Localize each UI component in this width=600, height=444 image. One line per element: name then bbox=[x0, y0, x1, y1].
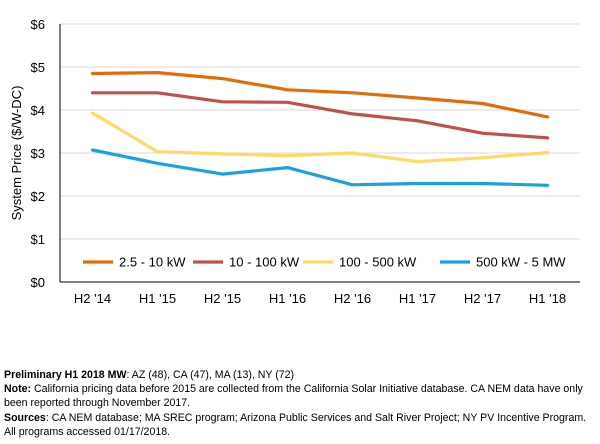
x-tick-label: H2 '15 bbox=[204, 291, 241, 306]
x-tick-label: H1 '15 bbox=[139, 291, 176, 306]
y-tick-labels: $0 $1 $2 $3 $4 $5 $6 bbox=[31, 17, 45, 290]
x-tick-label: H2 '17 bbox=[464, 291, 501, 306]
note-sources-text: : CA NEM database; MA SREC program; Ariz… bbox=[4, 411, 587, 438]
note-preliminary-text: : AZ (48), CA (47), MA (13), NY (72) bbox=[126, 369, 295, 381]
x-tick-label: H1 '18 bbox=[529, 291, 566, 306]
footnotes: Preliminary H1 2018 MW: AZ (48), CA (47)… bbox=[4, 368, 596, 439]
y-tick-label: $1 bbox=[31, 232, 45, 247]
x-tick-label: H2 '16 bbox=[334, 291, 371, 306]
x-tick-label: H1 '16 bbox=[269, 291, 306, 306]
gridlines bbox=[60, 23, 580, 240]
y-tick-label: $0 bbox=[31, 275, 45, 290]
note-preliminary: Preliminary H1 2018 MW: AZ (48), CA (47)… bbox=[4, 368, 596, 382]
y-tick-label: $3 bbox=[31, 146, 45, 161]
y-tick-label: $6 bbox=[31, 17, 45, 32]
y-axis-label: System Price ($/W-DC) bbox=[9, 86, 24, 221]
legend: 2.5 - 10 kW 10 - 100 kW 100 - 500 kW 500 kW… bbox=[83, 255, 566, 270]
note-california-text: California pricing data before 2015 are … bbox=[4, 383, 583, 410]
y-tick-label: $5 bbox=[31, 60, 45, 75]
note-california: Note: California pricing data before 201… bbox=[4, 382, 596, 410]
series-line-2 bbox=[90, 91, 550, 140]
x-tick-label: H1 '17 bbox=[399, 291, 436, 306]
note-california-label: Note: bbox=[4, 383, 32, 396]
series-lines bbox=[90, 70, 550, 187]
legend-label: 100 - 500 kW bbox=[339, 255, 417, 270]
note-sources: Sources: CA NEM database; MA SREC progra… bbox=[4, 411, 596, 439]
series-line-1 bbox=[90, 70, 550, 119]
x-tick-labels: H2 '14 H1 '15 H2 '15 H1 '16 H2 '16 H1 '17 H2 '… bbox=[74, 291, 566, 306]
series-line-4 bbox=[90, 148, 550, 187]
note-sources-label: Sources bbox=[4, 411, 46, 424]
line-chart: $0$1$2$3$4$5$6 H2 '14 H1 '15 H2 '15 H1 '16 H… bbox=[9, 17, 580, 306]
y-tick-label: $4 bbox=[31, 103, 45, 118]
y-tick-label: $2 bbox=[31, 189, 45, 204]
axes bbox=[59, 24, 580, 283]
x-tick-label: H2 '14 bbox=[74, 291, 111, 306]
legend-label: 500 kW - 5 MW bbox=[476, 255, 566, 270]
series-line-3 bbox=[90, 111, 550, 164]
legend-label: 10 - 100 kW bbox=[229, 255, 300, 270]
note-preliminary-label: Preliminary H1 2018 MW bbox=[4, 369, 127, 381]
legend-label: 2.5 - 10 kW bbox=[119, 255, 186, 270]
